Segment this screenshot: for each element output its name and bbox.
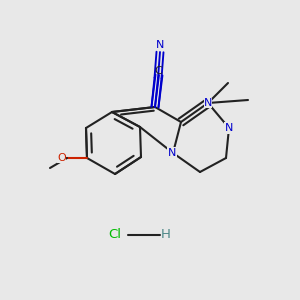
Text: N: N [225, 123, 233, 133]
Text: O: O [57, 153, 66, 163]
Text: N: N [156, 40, 164, 50]
Text: N: N [204, 98, 212, 108]
Text: Cl: Cl [109, 229, 122, 242]
Text: C: C [154, 66, 162, 76]
Text: N: N [168, 148, 176, 158]
Text: H: H [161, 229, 171, 242]
